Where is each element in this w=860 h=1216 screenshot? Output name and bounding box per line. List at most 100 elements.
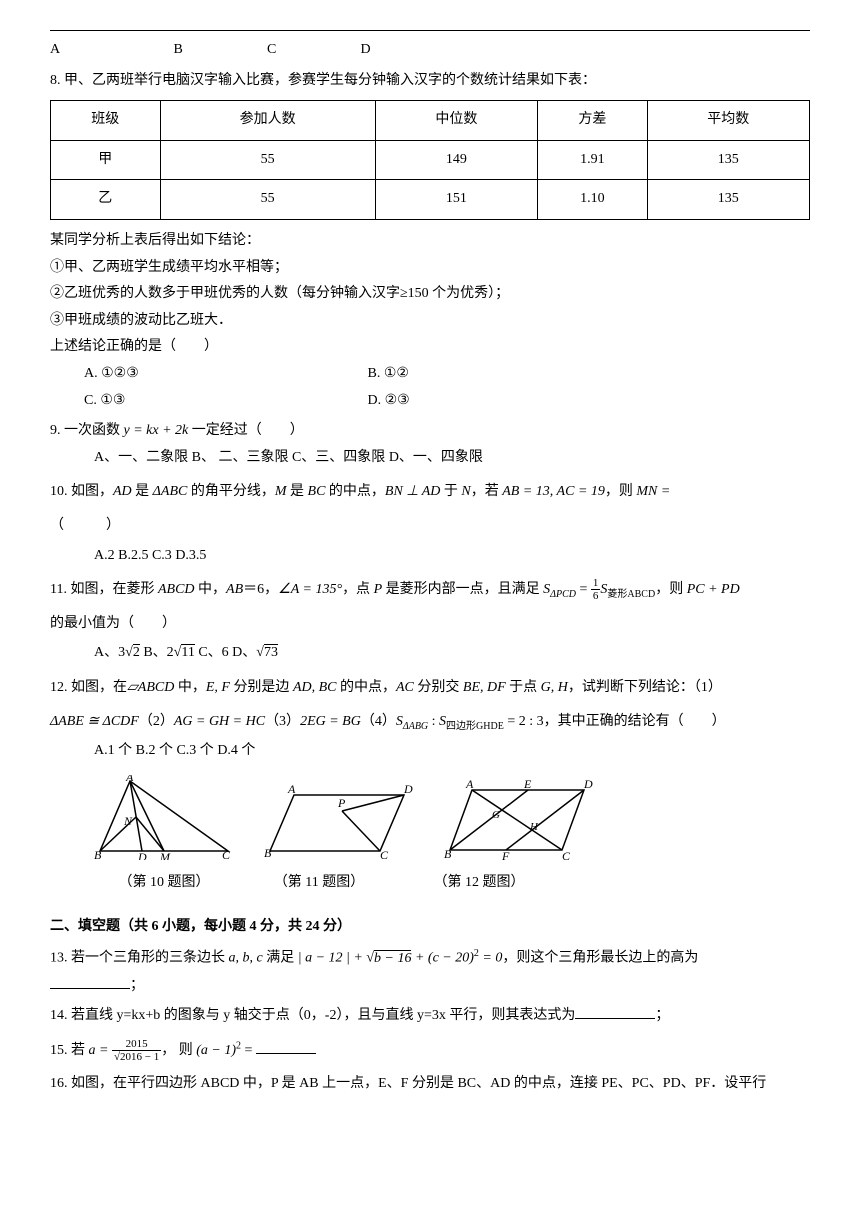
opt-c: C — [267, 37, 357, 64]
t: 12. 如图，在 — [50, 680, 127, 695]
m: PC + PD — [687, 582, 740, 597]
m: N — [461, 484, 470, 499]
td: 1.91 — [538, 140, 648, 180]
t: （3） — [265, 714, 300, 729]
frac-icon: 16 — [591, 577, 601, 602]
q9-math: y = kx + 2k — [124, 423, 189, 438]
q10-optC: C.3 — [152, 548, 172, 563]
frac-icon: 2015√2016 − 1 — [112, 1038, 161, 1063]
t: 11. 如图，在菱形 — [50, 582, 158, 597]
svg-text:A: A — [287, 785, 296, 796]
blank-field — [575, 1005, 655, 1019]
t: A、3 — [94, 645, 125, 660]
t: 是 — [132, 484, 153, 499]
t: 的角平分线， — [187, 484, 275, 499]
q8-opts-1: A. ①②③ B. ①② — [50, 361, 810, 388]
m: | a − 12 | + — [298, 951, 367, 966]
t: ，则这个三角形最长边上的高为 — [502, 951, 698, 966]
t: 中， — [195, 582, 227, 597]
t: 分别交 — [414, 680, 463, 695]
m: + (c − 20) — [411, 951, 473, 966]
m: a = — [89, 1043, 112, 1058]
q10-optB: B.2.5 — [118, 548, 148, 563]
m: AD — [113, 484, 132, 499]
q11-optD: D、√73 — [232, 644, 278, 660]
q8-optD: D. ②③ — [368, 388, 410, 415]
t: 14. 若直线 — [50, 1008, 117, 1023]
t: = — [576, 582, 591, 597]
td: 55 — [160, 140, 375, 180]
q9-optD: D、一、四象限 — [389, 450, 483, 465]
q11-opts: A、3√2 B、2√11 C、6 D、√73 — [50, 640, 810, 667]
t: 的中点， — [337, 680, 397, 695]
td: 乙 — [51, 180, 161, 220]
t: 10. 如图， — [50, 484, 113, 499]
radicand: 2016 — [120, 1050, 142, 1063]
t: ； — [655, 1008, 669, 1023]
q8-c2: ②乙班优秀的人数多于甲班优秀的人数（每分钟输入汉字≥150 个为优秀）； — [50, 281, 810, 308]
m: S — [439, 714, 446, 729]
t: − 1 — [142, 1051, 159, 1063]
q11-line2: 的最小值为（ ） — [50, 607, 810, 641]
m: S — [396, 714, 403, 729]
th: 班级 — [51, 101, 161, 141]
m: E, F — [206, 680, 230, 695]
t: ， 则 — [161, 1043, 196, 1058]
svg-text:M: M — [159, 850, 171, 860]
t: 于 — [440, 484, 461, 499]
cap-11: （第 11 题图） — [244, 866, 394, 900]
radicand: b − 16 — [374, 950, 411, 966]
svg-text:P: P — [337, 796, 346, 810]
t: = — [241, 1043, 256, 1058]
t: B、2 — [143, 645, 173, 660]
q12: 12. 如图，在▱ABCD 中，E, F 分别是边 AD, BC 的中点，AC … — [50, 671, 810, 900]
t: D、 — [232, 645, 256, 660]
m: ▱ABCD — [127, 680, 174, 695]
top-rule — [50, 30, 810, 31]
svg-text:B: B — [94, 848, 102, 860]
m: a, b, c — [229, 951, 263, 966]
q13: 13. 若一个三角形的三条边长 a, b, c 满足 | a − 12 | + … — [50, 944, 810, 999]
t: ＝6， — [243, 582, 278, 597]
num: 1 — [591, 577, 601, 590]
q12-optC: C.3 个 — [176, 743, 213, 758]
m: BE, DF — [463, 680, 506, 695]
td: 1.10 — [538, 180, 648, 220]
q13-line1: 13. 若一个三角形的三条边长 a, b, c 满足 | a − 12 | + … — [50, 944, 810, 972]
q10-optD: D.3.5 — [175, 548, 206, 563]
t: ，试判断下列结论：（1） — [568, 680, 722, 695]
m: ABCD — [158, 582, 195, 597]
t: 16. 如图，在平行四边形 ABCD 中，P 是 AB 上一点，E、F 分别是 … — [50, 1076, 766, 1091]
td: 甲 — [51, 140, 161, 180]
th: 参加人数 — [160, 101, 375, 141]
q9-optA: A、一、二象限 — [94, 450, 188, 465]
td: 149 — [375, 140, 537, 180]
q8-table: 班级 参加人数 中位数 方差 平均数 甲 55 149 1.91 135 乙 5… — [50, 100, 810, 220]
t: 轴交于点（0，-2），且与直线 — [230, 1008, 417, 1023]
m: AB = 13, AC = 19 — [502, 484, 605, 499]
th: 平均数 — [647, 101, 809, 141]
m: ∠A = 135° — [278, 582, 342, 597]
m: BC — [308, 484, 326, 499]
figures-row: A B C D M N A D B C P A E D B F C — [50, 775, 810, 860]
m: P — [374, 582, 383, 597]
svg-text:A: A — [125, 775, 134, 784]
m: y=kx+b — [117, 1008, 161, 1023]
m: MN = — [636, 484, 670, 499]
svg-text:B: B — [444, 847, 452, 860]
q15: 15. 若 a = 2015√2016 − 1， 则 (a − 1)2 = — [50, 1034, 810, 1068]
t: ，若 — [471, 484, 503, 499]
q11-optA: A、3√2 — [94, 644, 140, 660]
radicand: 73 — [264, 644, 278, 660]
opt-b: B — [174, 37, 264, 64]
svg-text:C: C — [562, 849, 571, 860]
opt-d: D — [361, 37, 371, 64]
q9-optB: B、 二、三象限 — [192, 450, 289, 465]
m: 2EG = BG — [300, 714, 361, 729]
t: 于点 — [506, 680, 541, 695]
svg-text:C: C — [380, 848, 389, 860]
q11-line1: 11. 如图，在菱形 ABCD 中，AB＝6，∠A = 135°，点 P 是菱形… — [50, 573, 810, 607]
sub: ΔABG — [403, 720, 428, 731]
q8-follow: 某同学分析上表后得出如下结论： — [50, 228, 810, 255]
t: 满足 — [263, 951, 298, 966]
